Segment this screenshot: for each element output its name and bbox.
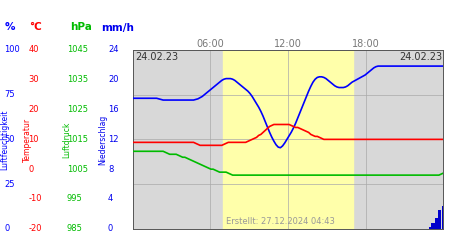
Text: 100: 100 xyxy=(4,46,20,54)
Text: 1005: 1005 xyxy=(67,165,88,174)
Text: 24: 24 xyxy=(108,46,118,54)
Text: 30: 30 xyxy=(28,75,39,84)
Text: 12: 12 xyxy=(108,135,118,144)
Text: 24.02.23: 24.02.23 xyxy=(399,52,442,62)
Text: 985: 985 xyxy=(67,224,82,233)
Text: Luftfeuchtigkeit: Luftfeuchtigkeit xyxy=(0,110,9,170)
Bar xyxy=(431,223,435,229)
Text: °C: °C xyxy=(29,22,42,32)
Text: 20: 20 xyxy=(108,75,118,84)
Text: 18:00: 18:00 xyxy=(352,39,379,49)
Text: 06:00: 06:00 xyxy=(197,39,224,49)
Text: 4: 4 xyxy=(108,194,113,203)
Bar xyxy=(429,226,432,229)
Text: 1045: 1045 xyxy=(67,46,88,54)
Bar xyxy=(223,50,353,229)
Text: 1015: 1015 xyxy=(67,135,88,144)
Text: 20: 20 xyxy=(28,105,39,114)
Text: Niederschlag: Niederschlag xyxy=(98,115,107,165)
Text: -10: -10 xyxy=(28,194,42,203)
Text: 0: 0 xyxy=(4,224,10,233)
Text: -20: -20 xyxy=(28,224,42,233)
Text: 8: 8 xyxy=(108,165,113,174)
Text: Luftdruck: Luftdruck xyxy=(62,122,71,158)
Text: mm/h: mm/h xyxy=(101,22,134,32)
Text: 75: 75 xyxy=(4,90,15,99)
Text: hPa: hPa xyxy=(70,22,92,32)
Text: 25: 25 xyxy=(4,180,15,188)
Text: 24.02.23: 24.02.23 xyxy=(135,52,178,62)
Text: %: % xyxy=(4,22,15,32)
Text: 12:00: 12:00 xyxy=(274,39,302,49)
Bar xyxy=(435,218,438,229)
Bar xyxy=(441,206,445,229)
Text: 995: 995 xyxy=(67,194,82,203)
Text: 16: 16 xyxy=(108,105,119,114)
Text: Temperatur: Temperatur xyxy=(22,118,32,162)
Text: 1035: 1035 xyxy=(67,75,88,84)
Text: 0: 0 xyxy=(108,224,113,233)
Text: 0: 0 xyxy=(28,165,34,174)
Text: 50: 50 xyxy=(4,135,15,144)
Text: 40: 40 xyxy=(28,46,39,54)
Text: 1025: 1025 xyxy=(67,105,88,114)
Bar xyxy=(438,210,441,229)
Text: 10: 10 xyxy=(28,135,39,144)
Text: Erstellt: 27.12.2024 04:43: Erstellt: 27.12.2024 04:43 xyxy=(226,217,335,226)
